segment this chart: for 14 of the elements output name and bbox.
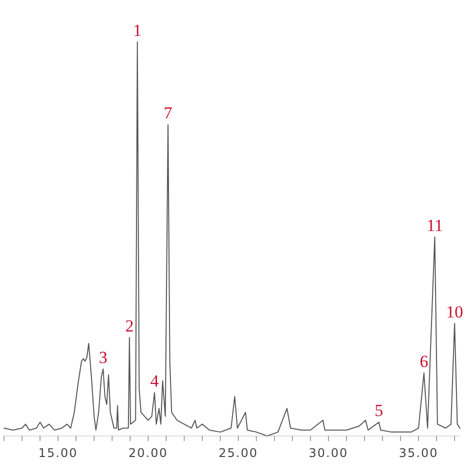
x-tick-label: 25.00 xyxy=(218,446,258,460)
annotation: 5 xyxy=(374,401,384,420)
annotation: 1 xyxy=(133,21,142,40)
x-tick-label: 20.00 xyxy=(128,446,168,460)
annotation: 2 xyxy=(125,316,134,336)
annotation: 10 xyxy=(446,302,464,322)
annotation: 4 xyxy=(150,372,160,391)
annotation: 11 xyxy=(426,216,443,236)
x-tick-label: 15.00 xyxy=(38,446,78,460)
annotation: 6 xyxy=(420,352,428,371)
x-tick-label: 35.00 xyxy=(398,446,438,460)
annotation: 7 xyxy=(164,104,173,123)
x-tick-label: 30.00 xyxy=(308,446,348,460)
annotation: 3 xyxy=(98,348,108,368)
